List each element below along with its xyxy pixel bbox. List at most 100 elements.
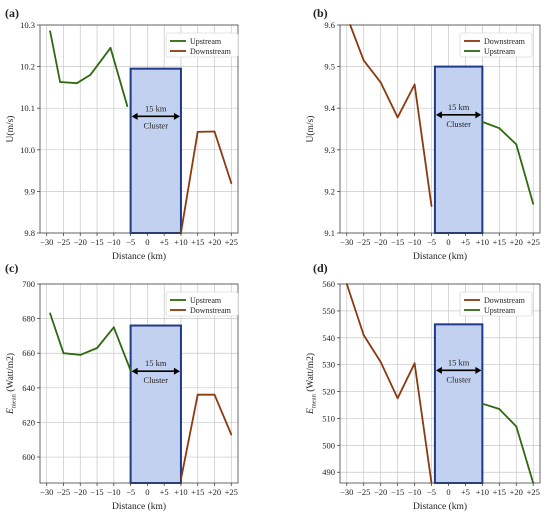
chart-panel-b: (b) 15 km Cluster −30 −25 −20 −15 −10 −5 0 +5 +10 +1… (305, 6, 541, 262)
y-tick-label: 9.2 (324, 186, 335, 196)
data-point-upstream (126, 105, 129, 108)
chart-panel-d: (d) 15 km Cluster −30 −25 −20 −15 −10 −5 0 +5 +10 +1… (305, 261, 541, 512)
y-tick-label: 640 (22, 383, 35, 393)
arrowhead-left (131, 112, 138, 120)
axes-frame (339, 283, 541, 484)
x-tick-label: +25 (225, 487, 238, 497)
data-point-upstream (532, 202, 535, 205)
legend-entry-upstream: Upstream (484, 306, 516, 315)
y-tick-label: 550 (322, 306, 335, 316)
cluster-box (129, 324, 182, 484)
arrowhead-left (131, 367, 138, 375)
x-axis-label: Distance (km) (413, 251, 467, 262)
x-tick-label: +20 (510, 487, 523, 497)
y-tick-label: 10.1 (20, 103, 35, 113)
y-tick-label: 530 (322, 360, 335, 370)
arrowhead-left (435, 366, 442, 374)
data-point-upstream (112, 326, 115, 329)
data-point-downstream (396, 397, 399, 400)
x-tick-label: +15 (191, 237, 204, 247)
x-tick-label: −5 (126, 237, 135, 247)
x-tick-label: +25 (225, 237, 238, 247)
y-tick-label: 10.0 (20, 145, 35, 155)
data-point-downstream (379, 81, 382, 84)
series-line-downstream (345, 283, 433, 484)
y-tick-label: 620 (22, 417, 35, 427)
arrowhead-right (173, 112, 180, 120)
data-point-downstream (230, 433, 233, 436)
x-tick-label: −25 (357, 487, 370, 497)
x-tick-label: −5 (126, 487, 135, 497)
y-axis-label-subscript: mean (11, 393, 18, 408)
x-tick-label: −20 (74, 237, 87, 247)
data-point-upstream (515, 143, 518, 146)
y-tick-label: 520 (322, 387, 335, 397)
x-tick-label: −10 (107, 487, 120, 497)
legend-entry-downstream: Downstream (190, 47, 232, 56)
x-tick-label: +5 (461, 237, 470, 247)
x-tick-label: −25 (57, 237, 70, 247)
x-tick-label: 0 (446, 237, 450, 247)
x-tick-label: +10 (476, 487, 489, 497)
x-tick-label: −30 (40, 237, 53, 247)
x-tick-label: −15 (391, 487, 404, 497)
x-tick-label: +5 (160, 237, 169, 247)
data-point-upstream (79, 354, 82, 356)
x-tick-label: −20 (374, 487, 387, 497)
y-axis-label: Emean (Watt/m2) (305, 353, 318, 415)
arrowhead-right (173, 367, 180, 375)
data-point-downstream (230, 182, 233, 184)
data-point-upstream (96, 347, 98, 349)
data-point-upstream (49, 312, 51, 315)
legend-entry-downstream: Downstream (484, 37, 526, 46)
arrowhead-right (475, 366, 482, 374)
y-tick-label: 9.9 (24, 186, 35, 196)
legend-entry-downstream: Downstream (190, 306, 232, 315)
cluster-annotation: Cluster (446, 374, 471, 384)
series-line-downstream (349, 24, 433, 207)
x-tick-label: −15 (391, 237, 404, 247)
x-tick-label: −5 (427, 237, 436, 247)
series-line-upstream (49, 31, 129, 107)
data-point-upstream (109, 46, 112, 49)
x-tick-label: −10 (408, 487, 421, 497)
arrowhead-right (475, 111, 482, 119)
distance-annotation: 15 km (448, 357, 470, 367)
data-point-upstream (481, 402, 484, 405)
y-axis-label: Emean (Watt/m2) (5, 353, 18, 415)
series-line-downstream (180, 393, 233, 480)
x-tick-label: +5 (461, 487, 470, 497)
cluster-annotation: Cluster (143, 375, 168, 385)
data-point-downstream (413, 362, 416, 365)
y-tick-label: 700 (22, 279, 35, 289)
x-tick-label: +15 (493, 487, 506, 497)
x-tick-label: +5 (160, 487, 169, 497)
y-tick-label: 600 (22, 452, 35, 462)
y-axis-label-subscript: mean (311, 393, 318, 408)
y-tick-label: 680 (22, 314, 35, 324)
x-tick-label: +15 (493, 237, 506, 247)
y-axis-label-symbol: E (306, 408, 316, 415)
data-point-downstream (430, 205, 433, 207)
data-point-upstream (481, 121, 484, 123)
x-tick-label: −15 (90, 237, 103, 247)
x-tick-label: −10 (408, 237, 421, 247)
x-axis-label: Distance (km) (112, 501, 166, 512)
data-point-downstream (413, 83, 416, 86)
x-tick-label: −5 (427, 487, 436, 497)
series-line-downstream (180, 130, 233, 234)
y-tick-label: 9.3 (324, 145, 335, 155)
y-tick-label: 490 (322, 467, 335, 477)
data-point-upstream (76, 82, 78, 85)
data-point-downstream (213, 130, 216, 133)
data-point-upstream (62, 352, 65, 355)
y-tick-label: 560 (322, 279, 335, 289)
y-tick-label: 10.3 (20, 20, 35, 30)
x-tick-label: 0 (145, 237, 149, 247)
arrowhead-left (435, 111, 442, 119)
series-line-upstream (482, 121, 535, 205)
panel-label: (d) (313, 261, 328, 275)
data-point-downstream (362, 59, 365, 62)
